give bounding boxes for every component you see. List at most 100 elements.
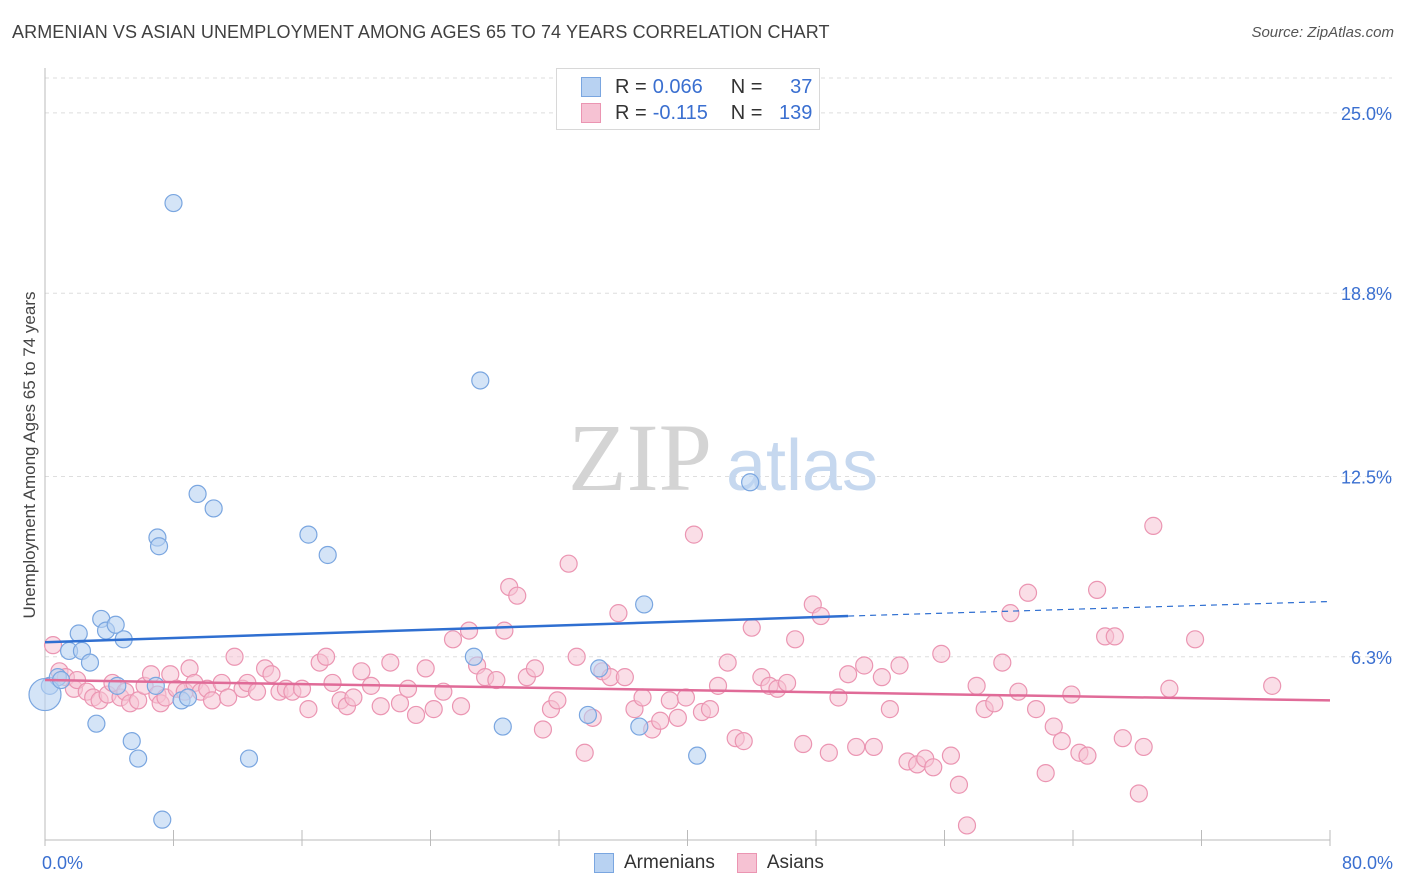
legend-r-label: R = [615,101,647,124]
asian-point [406,705,426,725]
legend-swatch-armenians [581,77,601,97]
armenian-point [688,746,707,765]
asian-point [615,668,634,687]
watermark-zip: ZIP [568,404,712,511]
asian-point [559,554,578,573]
asian-point [1129,784,1148,803]
asian-point [1185,630,1205,649]
armenian-point [69,624,88,643]
legend-r-value: 0.066 [652,75,703,98]
asian-point [967,676,986,695]
asian-point [548,691,567,710]
asian-point [794,734,813,754]
asian-point [609,604,628,623]
grid-lines [45,77,1392,658]
armenian-point [630,717,649,736]
x-tick-label: 0.0% [42,853,83,873]
asian-point [949,775,969,794]
asian-point [1144,516,1163,535]
asian-point [872,668,891,687]
asian-point [424,700,443,719]
x-tick-label: 80.0% [1342,853,1393,873]
armenian-point [464,647,483,666]
armenian-point [635,595,654,614]
asian-point [855,656,874,675]
asian-point [1113,729,1132,748]
asian-point [1026,700,1046,719]
asian-point [676,688,695,707]
legend-swatch-armenians [594,853,614,873]
asian-point [371,697,390,716]
asian-point [533,720,553,739]
asian-point [1087,580,1107,599]
asian-point [390,694,410,713]
legend-row-asians: R = -0.115 N = 139 [581,101,812,125]
asian-trend-line [44,678,1331,702]
asian-point [684,525,704,544]
asian-point [1160,679,1179,698]
asian-point [567,647,586,666]
asian-point [700,700,720,719]
asian-point [1009,682,1028,701]
chart-title: ARMENIAN VS ASIAN UNEMPLOYMENT AMONG AGE… [12,22,830,42]
asian-point [381,653,400,672]
armenian-point [149,537,169,556]
asian-point [777,673,797,693]
asian-point [839,665,858,684]
y-axis-label: Unemployment Among Ages 65 to 74 years [20,291,39,619]
asian-point [508,586,527,605]
armenian-point [204,499,223,518]
asian-point [957,816,977,835]
asian-point [459,621,479,640]
y-tick-label: 6.3% [1351,648,1392,668]
legend-n-label: N = [730,75,763,98]
armenian-point [106,615,125,634]
armenian-trend-line [44,614,849,644]
asian-point [316,647,336,666]
asian-point [1134,737,1153,757]
asian-point [219,688,238,707]
correlation-legend: R = 0.066 N = 37 R = -0.115 N = 139 [556,68,820,130]
armenian-point [493,717,512,736]
asian-point [864,737,883,757]
asian-point [651,711,670,730]
source-label: Source: ZipAtlas.com [1251,24,1394,41]
armenian-point [153,810,172,829]
asian-point [924,758,943,777]
legend-n-value: 139 [779,101,813,124]
asian-point [847,737,866,757]
y-tick-label: 25.0% [1341,104,1392,124]
series-legend: Armenians Asians [594,852,846,874]
asian-point [202,691,222,710]
armenian-trend-extension [848,600,1331,617]
asian-point [718,653,737,672]
asian-point [1001,604,1020,623]
armenian-point [178,688,198,707]
asian-point [262,665,281,684]
asian-point [932,644,951,663]
asian-point [941,746,961,765]
asian-point [985,694,1004,713]
armenian-point [188,484,207,504]
asian-point [880,700,899,719]
armenian-point [80,653,100,672]
asian-point [890,656,909,675]
asian-point [1044,717,1063,736]
armenian-point [129,749,148,768]
armenian-point [590,659,609,678]
asian-point [487,670,506,690]
armenian-point [87,714,106,733]
armenian-point [318,545,337,565]
asian-point [575,743,594,762]
asian-point [398,679,418,698]
axes [44,68,1331,846]
legend-swatch-asians [736,853,757,873]
watermark: ZIP atlas [568,404,878,511]
asian-point [443,630,463,649]
asian-point [660,691,679,710]
asian-point [819,743,838,762]
asian-point [1018,583,1038,602]
asian-point [786,630,805,649]
armenian-point [741,473,760,492]
